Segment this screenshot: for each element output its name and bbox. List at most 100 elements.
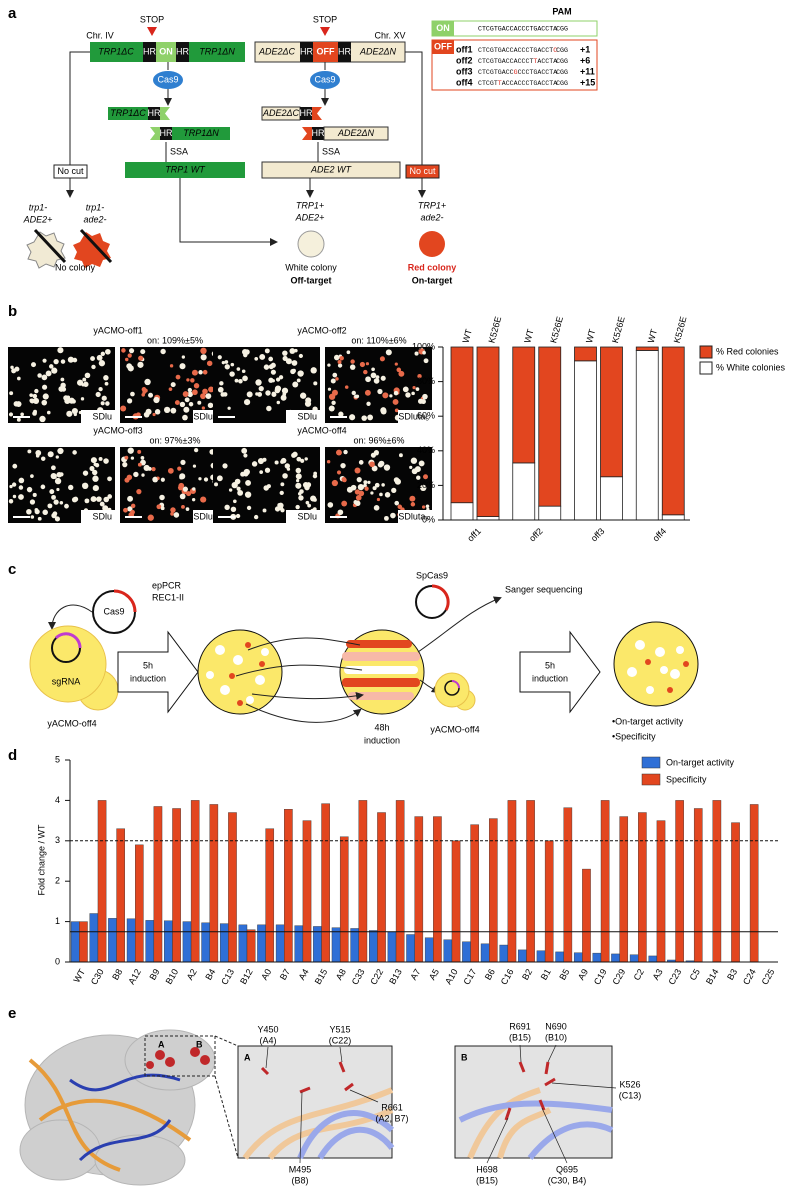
y-tick-label: 3: [55, 835, 60, 845]
zoom-box: [144, 1035, 216, 1077]
colony: [15, 401, 22, 408]
colony: [392, 399, 399, 405]
colony: [137, 361, 144, 368]
panel-label: a: [8, 5, 17, 22]
y-tick-label: 80%: [417, 376, 435, 386]
colony: [92, 469, 98, 476]
bar: [507, 800, 517, 963]
legend-label: On-target activity: [666, 757, 735, 767]
colony: [29, 393, 33, 397]
media-box: [81, 510, 115, 523]
category-label: K526E: [672, 315, 689, 344]
cut-end: [150, 127, 160, 140]
colony: [264, 467, 271, 473]
colony: [396, 367, 402, 373]
colony: [12, 494, 17, 499]
colony: [284, 463, 291, 469]
colony: [255, 379, 262, 386]
colony: [12, 463, 18, 469]
colony: [300, 458, 305, 463]
colony: [59, 501, 64, 505]
colony: [244, 491, 252, 498]
y-tick-label: 0%: [422, 514, 435, 524]
colony: [292, 451, 298, 458]
wt-label: TRP1 WT: [165, 164, 206, 174]
colony: [80, 397, 85, 401]
colony: [42, 384, 48, 390]
colony: [141, 387, 147, 392]
sequence-part: ACCTA: [537, 58, 557, 65]
colony: [99, 501, 105, 507]
colony: [148, 392, 154, 398]
colony: [224, 360, 229, 364]
colony: [294, 348, 298, 353]
colony-label: Red colony: [408, 262, 457, 272]
legend-swatch: [699, 361, 713, 375]
sequence: CTCGTGACCACCCTTACCTA: [478, 58, 557, 65]
y-tick-label: 0: [55, 956, 60, 966]
colony: [107, 494, 113, 499]
colony: [363, 480, 368, 485]
x-tick-label: B7: [278, 967, 292, 982]
colony: [280, 508, 285, 513]
colony: [42, 509, 48, 516]
colony: [26, 486, 33, 493]
colony: [56, 487, 60, 492]
sequence-part: C: [553, 47, 557, 54]
colony: [422, 350, 426, 355]
bar: [302, 820, 312, 963]
colony: [91, 364, 96, 370]
colony: [60, 377, 65, 382]
bar-segment: [600, 476, 623, 521]
x-tick-label: B13: [387, 967, 404, 986]
hr: HR: [160, 128, 173, 138]
colony: [227, 406, 231, 410]
colony: [326, 459, 331, 464]
colony: [9, 391, 14, 396]
legend-swatch: [641, 756, 661, 769]
colony: [339, 355, 344, 361]
colony: [71, 407, 78, 415]
bar: [108, 918, 117, 963]
colony: [98, 456, 103, 461]
wt-label: ADE2 WT: [310, 164, 353, 174]
x-tick-label: A5: [427, 967, 441, 982]
zoom-b: B: [454, 1045, 614, 1160]
colony: [418, 460, 425, 467]
cut-end: [160, 107, 170, 120]
colony: [54, 516, 60, 522]
region: B: [461, 1052, 468, 1062]
sgrna: sgRNA: [52, 676, 81, 686]
hr-box: [300, 42, 313, 62]
row-name: off2: [456, 55, 473, 65]
colony: [42, 393, 49, 400]
y-tick-label: 60%: [417, 411, 435, 421]
colony: [10, 365, 14, 370]
colony: [295, 467, 302, 474]
x-tick-label: B5: [557, 967, 571, 982]
bar: [499, 944, 509, 963]
bar: [592, 952, 602, 963]
bar: [145, 920, 155, 963]
colony: [129, 348, 135, 354]
colony: [295, 504, 300, 510]
hr: HR: [300, 46, 313, 56]
colony: [422, 393, 428, 400]
colony-label: Off-target: [291, 275, 332, 285]
colony: [121, 348, 126, 353]
colony: [93, 462, 97, 467]
colony: [286, 467, 291, 471]
no-cut: No cut: [57, 166, 84, 176]
colony: [82, 483, 86, 487]
bar-segment: [600, 346, 623, 478]
colony: [130, 503, 136, 509]
cas9: [153, 71, 183, 89]
bar: [89, 913, 99, 963]
colony: [60, 359, 66, 364]
y-tick-label: 4: [55, 795, 60, 805]
colony: [124, 455, 129, 460]
x-tick-label: A3: [651, 967, 665, 982]
colony: [35, 449, 42, 456]
panel-label: b: [8, 303, 17, 320]
colony: [18, 494, 24, 500]
